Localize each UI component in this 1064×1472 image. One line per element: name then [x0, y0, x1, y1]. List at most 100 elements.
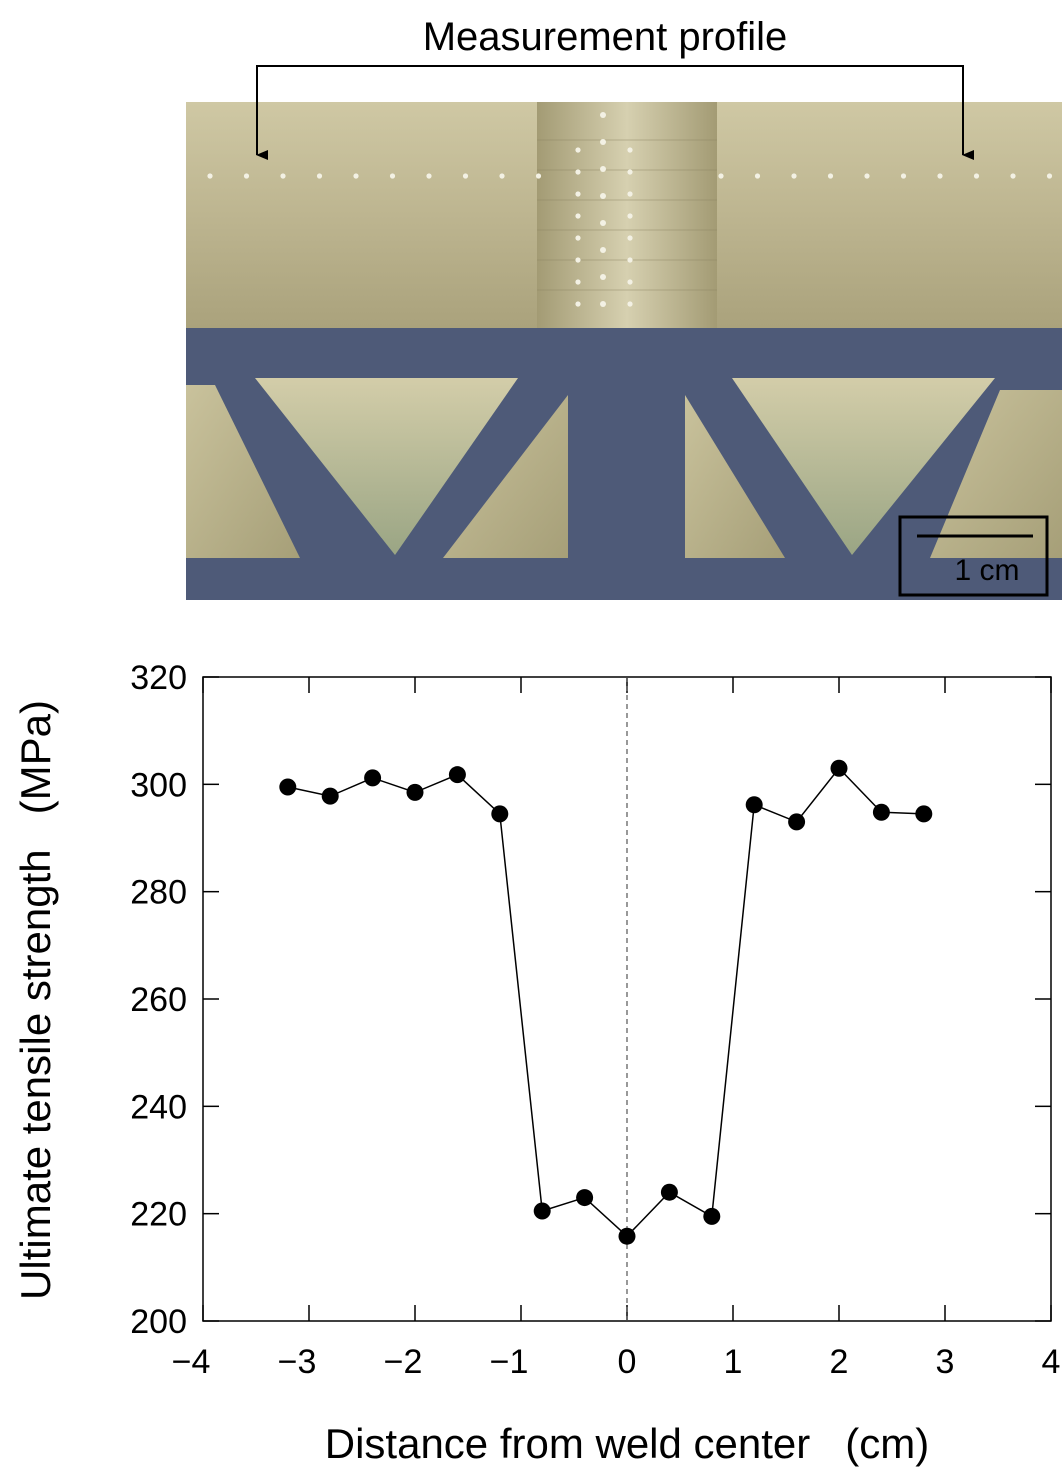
- data-point: [448, 766, 466, 784]
- cavity-tri-right: [685, 395, 785, 558]
- x-ticks: [202, 677, 1052, 1321]
- indent-dot: [627, 235, 633, 241]
- indent-dot: [600, 112, 606, 118]
- indent-dot: [535, 173, 542, 179]
- indent-dot: [900, 173, 907, 179]
- indent-dot: [243, 173, 250, 179]
- indent-dot: [389, 173, 396, 179]
- weld-ripples: [537, 139, 717, 291]
- data-point: [576, 1189, 594, 1207]
- indent-dot: [864, 173, 870, 179]
- y-tick-label: 280: [130, 874, 187, 912]
- x-tick-label: 3: [936, 1343, 955, 1381]
- y-tick-label: 320: [130, 659, 187, 697]
- data-point: [788, 813, 806, 831]
- scale-bar: 1 cm: [898, 515, 1049, 597]
- x-tick-label: −3: [278, 1343, 317, 1381]
- indent-dot: [575, 169, 581, 175]
- series-points: [279, 759, 933, 1245]
- y-tick-label: 220: [130, 1196, 187, 1234]
- measurement-profile-annotation: Measurement profile: [256, 15, 974, 160]
- indent-dot: [600, 193, 606, 199]
- data-point: [321, 787, 339, 805]
- data-point: [533, 1202, 551, 1220]
- indent-dot: [353, 173, 359, 179]
- y-tick-label: 200: [130, 1303, 187, 1341]
- chart: −4 −3 −2 −1 0 1 2 3 4 200 220 240 260 280 300 320 Dist…: [12, 659, 1060, 1467]
- indent-dot: [627, 213, 633, 219]
- scale-bar-label: 1 cm: [954, 554, 1019, 587]
- indent-dot: [426, 173, 432, 179]
- cavity-tri-left: [443, 395, 568, 558]
- data-point: [745, 796, 763, 814]
- indent-dot: [575, 279, 581, 285]
- y-tick-label: 260: [130, 981, 187, 1019]
- indent-dot: [575, 257, 581, 263]
- y-ticks: [203, 676, 1051, 1322]
- indent-dot: [627, 147, 633, 153]
- data-point: [406, 783, 424, 801]
- cavity-v-right: [732, 378, 995, 555]
- y-tick-labels: 200 220 240 260 280 300 320: [130, 659, 187, 1341]
- indent-dot: [600, 274, 606, 280]
- weld-bead: [537, 102, 717, 328]
- indent-dot: [627, 169, 633, 175]
- indent-dot: [1046, 173, 1053, 179]
- data-point: [491, 805, 509, 823]
- hardness-indents: [207, 112, 1053, 307]
- x-tick-label: 1: [724, 1343, 743, 1381]
- x-tick-label: −4: [172, 1343, 211, 1381]
- cavity-v-left: [255, 378, 518, 555]
- indent-dot: [462, 173, 469, 179]
- x-tick-label: 0: [618, 1343, 637, 1381]
- indent-dot: [627, 279, 633, 285]
- indent-dot: [280, 173, 286, 179]
- indent-dot: [600, 166, 606, 172]
- measurement-profile-label: Measurement profile: [423, 15, 788, 59]
- data-point: [830, 759, 848, 777]
- indent-dot: [1010, 173, 1016, 179]
- x-tick-label: 2: [830, 1343, 849, 1381]
- indent-dot: [207, 173, 213, 179]
- data-point: [872, 803, 890, 821]
- indent-dot: [627, 301, 633, 307]
- x-tick-label: −1: [490, 1343, 529, 1381]
- indent-dot: [791, 173, 797, 179]
- y-tick-label: 300: [130, 766, 187, 804]
- y-axis-label: Ultimate tensile strength (MPa): [12, 700, 59, 1300]
- indent-dot: [600, 247, 606, 253]
- indent-dot: [575, 191, 581, 197]
- plot-area-frame: [202, 676, 1052, 1322]
- specimen-photo: 1 cm: [186, 102, 1062, 600]
- scale-bar-box: [898, 515, 1049, 597]
- indent-dot: [499, 173, 505, 179]
- x-tick-label: −2: [384, 1343, 423, 1381]
- indent-dot: [718, 173, 724, 179]
- indent-dot: [627, 191, 633, 197]
- indent-dot: [827, 173, 834, 179]
- indent-dot: [575, 301, 581, 307]
- data-point: [364, 769, 382, 787]
- indent-dot: [600, 220, 606, 226]
- indent-dot: [575, 213, 581, 219]
- y-tick-label: 240: [130, 1088, 187, 1126]
- indent-dot: [575, 235, 581, 241]
- x-tick-label: 4: [1042, 1343, 1061, 1381]
- data-point: [660, 1183, 678, 1201]
- indent-dot: [316, 173, 323, 179]
- indent-dot: [600, 301, 606, 307]
- data-point: [915, 805, 933, 823]
- data-point: [618, 1227, 636, 1245]
- cavity-left-edge: [186, 385, 300, 558]
- indent-dot: [600, 139, 606, 145]
- indent-dot: [973, 173, 980, 179]
- series-line: [287, 767, 924, 1238]
- x-tick-labels: −4 −3 −2 −1 0 1 2 3 4: [172, 1343, 1061, 1381]
- indent-dot: [937, 173, 943, 179]
- x-axis-label: Distance from weld center (cm): [325, 1420, 930, 1467]
- indent-dot: [754, 173, 761, 179]
- indent-dot: [627, 257, 633, 263]
- indent-dot: [575, 147, 581, 153]
- data-point: [279, 778, 297, 796]
